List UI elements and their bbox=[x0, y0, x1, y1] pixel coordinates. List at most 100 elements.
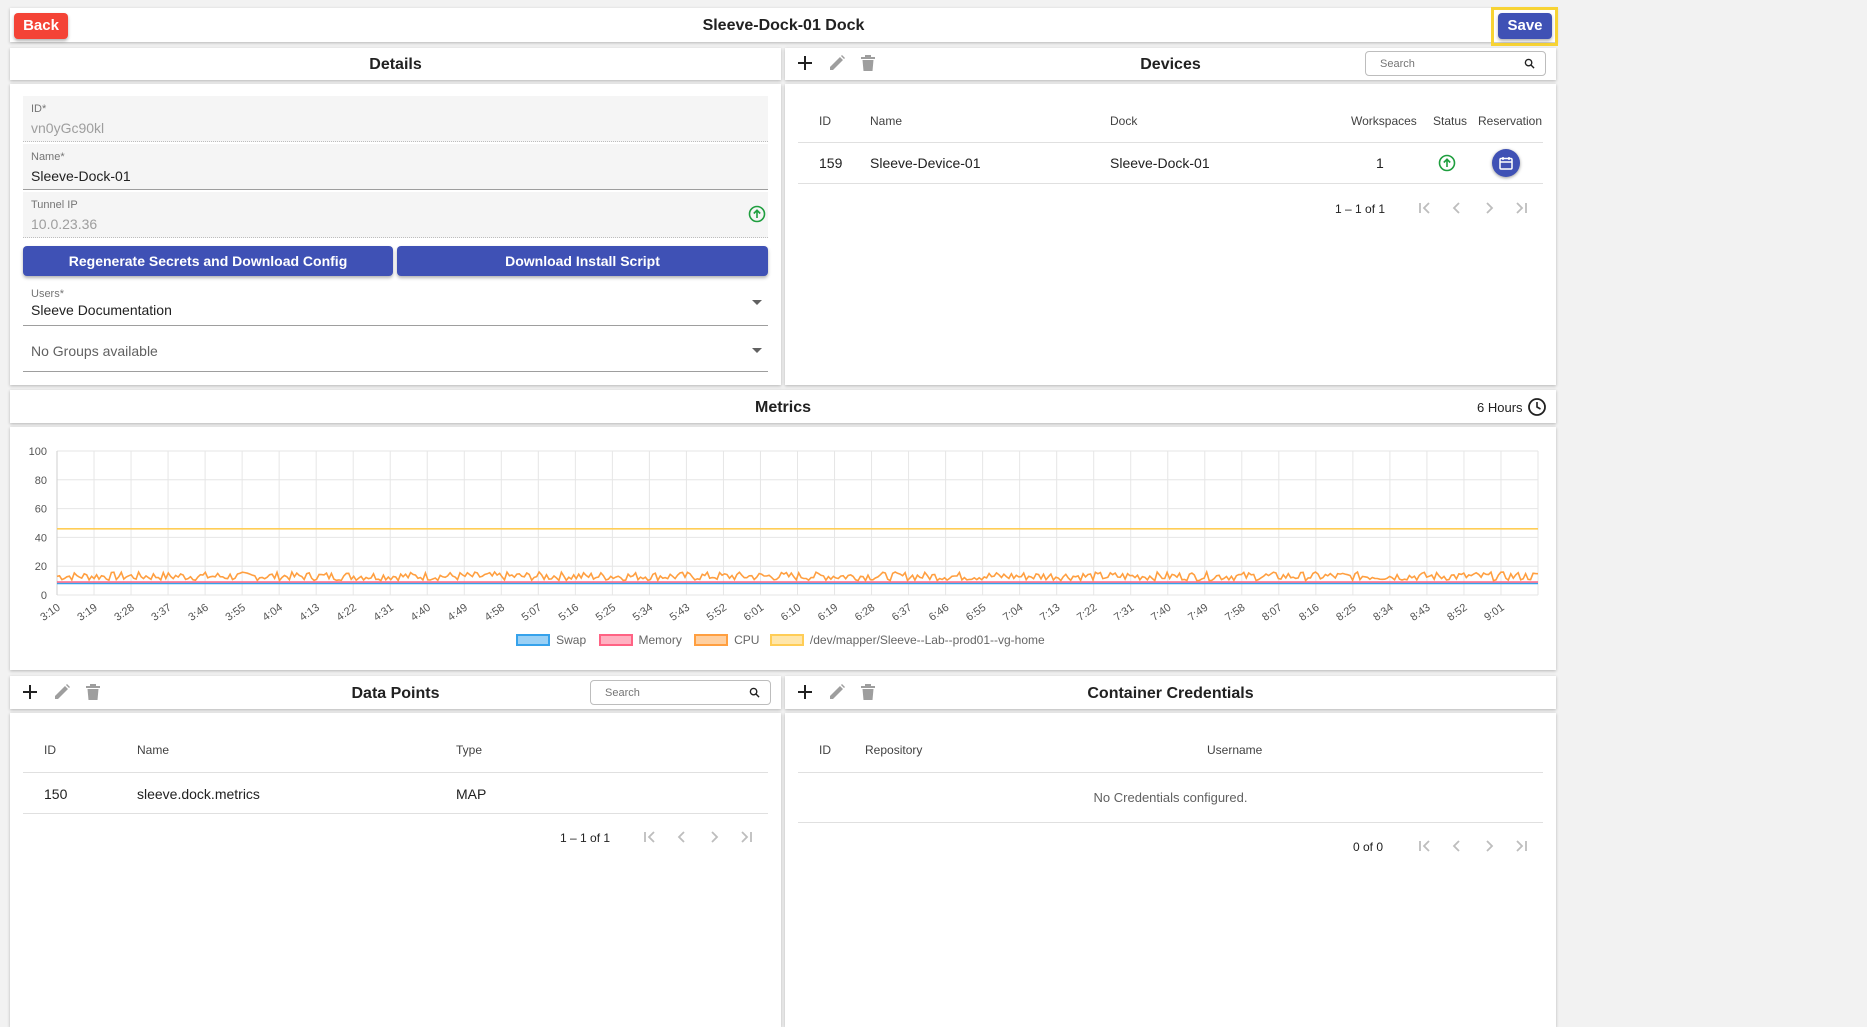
id-field: ID* vn0yGc90kl bbox=[23, 96, 768, 142]
save-button[interactable]: Save bbox=[1498, 13, 1552, 39]
id-value: vn0yGc90kl bbox=[31, 120, 105, 136]
last-page-icon[interactable] bbox=[1511, 836, 1531, 856]
x-tick-label: 7:04 bbox=[1001, 602, 1025, 624]
devices-card: ID Name Dock Workspaces Status Reservati… bbox=[785, 84, 1556, 385]
y-tick-label: 20 bbox=[35, 561, 47, 573]
name-field[interactable]: Name* Sleeve-Dock-01 bbox=[23, 144, 768, 190]
x-tick-label: 8:34 bbox=[1371, 602, 1395, 624]
divider bbox=[798, 772, 1543, 773]
credentials-header: Container Credentials bbox=[785, 676, 1556, 709]
next-page-icon[interactable] bbox=[1479, 198, 1499, 218]
divider bbox=[798, 142, 1543, 143]
first-page-icon[interactable] bbox=[1415, 198, 1435, 218]
credentials-pager-text: 0 of 0 bbox=[1353, 840, 1384, 854]
back-button[interactable]: Back bbox=[14, 13, 68, 39]
download-install-script-button[interactable]: Download Install Script bbox=[397, 246, 768, 276]
x-tick-label: 8:25 bbox=[1334, 602, 1358, 624]
first-page-icon[interactable] bbox=[1415, 836, 1435, 856]
col-id: ID bbox=[819, 114, 831, 128]
details-card: ID* vn0yGc90kl Name* Sleeve-Dock-01 Tunn… bbox=[10, 84, 781, 385]
search-placeholder: Search bbox=[605, 687, 640, 699]
series-line bbox=[56, 569, 1539, 583]
table-row[interactable]: 159 Sleeve-Device-01 Sleeve-Dock-01 1 bbox=[798, 143, 1543, 183]
edit-icon[interactable] bbox=[50, 680, 74, 704]
search-icon bbox=[749, 687, 760, 698]
add-icon[interactable] bbox=[793, 51, 817, 75]
x-tick-label: 8:16 bbox=[1297, 602, 1321, 624]
x-tick-label: 5:16 bbox=[557, 602, 581, 624]
x-tick-label: 7:40 bbox=[1149, 602, 1173, 624]
x-tick-label: 6:55 bbox=[964, 602, 988, 624]
x-tick-label: 3:28 bbox=[112, 602, 136, 624]
devices-search-input[interactable]: Search bbox=[1365, 51, 1546, 76]
regenerate-secrets-button[interactable]: Regenerate Secrets and Download Config bbox=[23, 246, 393, 276]
datapoints-header: Data Points Search bbox=[10, 676, 781, 709]
legend-label: Swap bbox=[556, 633, 587, 647]
metrics-chart: 100 80 60 40 20 03:10 3:19 3:28 3:37 3:46 3:55 4:04… bbox=[29, 446, 1539, 624]
legend-item[interactable]: Memory bbox=[598, 633, 682, 647]
legend-swatch bbox=[769, 634, 804, 646]
divider bbox=[23, 813, 768, 814]
x-tick-label: 8:43 bbox=[1408, 602, 1432, 624]
divider bbox=[23, 772, 768, 773]
prev-page-icon[interactable] bbox=[1447, 198, 1467, 218]
x-tick-label: 7:22 bbox=[1075, 602, 1099, 624]
col-workspaces: Workspaces bbox=[1351, 114, 1417, 128]
y-tick-label: 100 bbox=[29, 446, 47, 458]
x-tick-label: 5:07 bbox=[520, 602, 544, 624]
x-tick-label: 6:10 bbox=[779, 602, 803, 624]
legend-item[interactable]: /dev/mapper/Sleeve--Lab--prod01--vg-home bbox=[769, 633, 1045, 647]
y-tick-label: 80 bbox=[35, 475, 47, 487]
x-tick-label: 4:49 bbox=[446, 602, 470, 624]
time-range-label: 6 Hours bbox=[1477, 400, 1523, 415]
x-tick-label: 3:55 bbox=[223, 602, 247, 624]
legend-item[interactable]: Swap bbox=[516, 633, 586, 647]
x-tick-label: 4:31 bbox=[372, 602, 396, 624]
name-value: Sleeve-Dock-01 bbox=[31, 168, 131, 184]
clock-icon[interactable] bbox=[1527, 397, 1547, 417]
prev-page-icon[interactable] bbox=[1447, 836, 1467, 856]
first-page-icon[interactable] bbox=[640, 827, 660, 847]
col-id: ID bbox=[819, 743, 831, 757]
delete-icon[interactable] bbox=[856, 680, 880, 704]
divider bbox=[798, 822, 1543, 823]
devices-header: Devices Search bbox=[785, 48, 1556, 80]
x-tick-label: 3:10 bbox=[38, 602, 62, 624]
delete-icon[interactable] bbox=[81, 680, 105, 704]
groups-select[interactable]: No Groups available bbox=[23, 330, 768, 372]
last-page-icon[interactable] bbox=[736, 827, 756, 847]
add-icon[interactable] bbox=[18, 680, 42, 704]
page-title: Sleeve-Dock-01 Dock bbox=[702, 17, 865, 34]
status-up-icon bbox=[748, 205, 766, 223]
users-select[interactable]: Users* Sleeve Documentation bbox=[23, 282, 768, 326]
dropdown-arrow-icon bbox=[752, 300, 762, 305]
last-page-icon[interactable] bbox=[1511, 198, 1531, 218]
edit-icon[interactable] bbox=[825, 680, 849, 704]
col-type: Type bbox=[456, 743, 483, 757]
users-label: Users* bbox=[31, 288, 65, 300]
next-page-icon[interactable] bbox=[1479, 836, 1499, 856]
legend-item[interactable]: CPU bbox=[694, 633, 759, 647]
prev-page-icon[interactable] bbox=[672, 827, 692, 847]
x-tick-label: 4:04 bbox=[260, 602, 284, 624]
delete-icon[interactable] bbox=[856, 51, 880, 75]
table-row[interactable]: 150 sleeve.dock.metrics MAP bbox=[23, 773, 768, 813]
reservation-calendar-icon[interactable] bbox=[1492, 149, 1520, 177]
datapoints-search-input[interactable]: Search bbox=[590, 680, 771, 705]
search-icon bbox=[1524, 58, 1535, 69]
tunnel-ip-label: Tunnel IP bbox=[31, 199, 78, 211]
x-tick-label: 4:58 bbox=[483, 602, 507, 624]
next-page-icon[interactable] bbox=[704, 827, 724, 847]
x-tick-label: 7:13 bbox=[1038, 602, 1062, 624]
add-icon[interactable] bbox=[793, 680, 817, 704]
legend-swatch bbox=[598, 634, 633, 646]
top-bar: Sleeve-Dock-01 Dock bbox=[10, 8, 1557, 42]
x-tick-label: 6:37 bbox=[890, 602, 914, 624]
x-tick-label: 4:22 bbox=[334, 602, 358, 624]
x-tick-label: 3:37 bbox=[149, 602, 173, 624]
legend-label: Memory bbox=[638, 633, 682, 647]
col-name: Name bbox=[137, 743, 170, 757]
edit-icon[interactable] bbox=[825, 51, 849, 75]
metrics-header: Metrics 6 Hours bbox=[10, 390, 1556, 423]
users-value: Sleeve Documentation bbox=[31, 302, 172, 318]
